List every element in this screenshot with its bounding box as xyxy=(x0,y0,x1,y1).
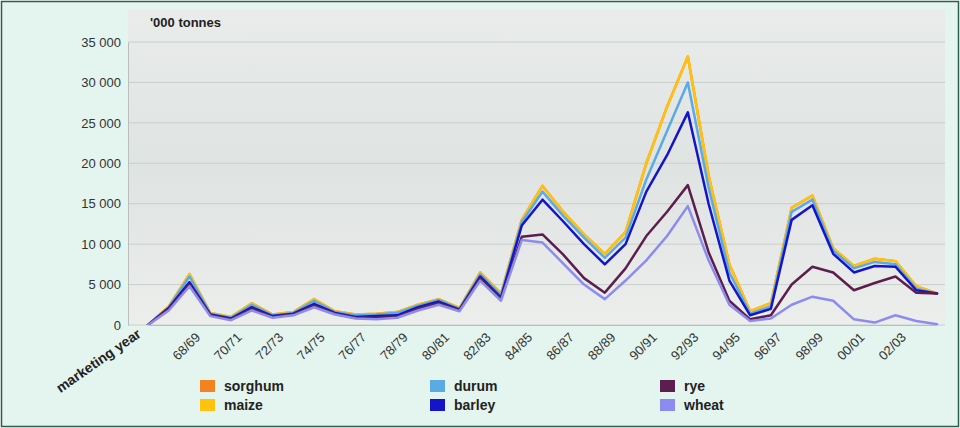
y-tick: 20 000 xyxy=(81,156,128,171)
x-tick-label: 76/77 xyxy=(336,330,370,364)
legend-swatch xyxy=(430,380,445,392)
legend-label: wheat xyxy=(683,397,724,413)
legend-swatch xyxy=(430,399,445,411)
grid-line xyxy=(128,82,945,83)
x-axis: 68/6970/7172/7374/7576/7778/7980/8182/83… xyxy=(149,325,938,363)
x-tick: 96/97 xyxy=(751,325,785,363)
x-tick: 98/99 xyxy=(792,325,826,363)
x-tick: 80/81 xyxy=(419,325,453,363)
y-axis: 0 5 000 10 000 15 000 20 000 25 000 30 000 35 0… xyxy=(81,35,128,333)
x-tick: 76/77 xyxy=(336,325,370,363)
y-tick-label: 25 000 xyxy=(81,116,121,131)
series-line xyxy=(148,206,937,325)
legend-label: sorghum xyxy=(224,378,284,394)
grid-line xyxy=(128,42,945,43)
x-tick-label: 98/99 xyxy=(792,330,826,364)
x-tick-label: 70/71 xyxy=(211,330,245,364)
grid-line xyxy=(128,284,945,285)
grid-line xyxy=(128,163,945,164)
y-tick: 10 000 xyxy=(81,237,128,252)
y-tick-label: 30 000 xyxy=(81,75,121,90)
legend-swatch xyxy=(660,380,675,392)
y-tick-label: 5 000 xyxy=(88,277,121,292)
series-line xyxy=(148,82,937,325)
grid-line xyxy=(128,325,945,326)
x-tick-label: 88/89 xyxy=(585,330,619,364)
y-tick-label: 0 xyxy=(114,318,121,333)
x-tick-label: 78/79 xyxy=(377,330,411,364)
y-tick-label: 10 000 xyxy=(81,237,121,252)
x-tick: 68/69 xyxy=(170,325,204,363)
y-tick: 35 000 xyxy=(81,35,128,50)
x-tick-label: 84/85 xyxy=(502,330,536,364)
lines xyxy=(148,57,937,325)
series-line xyxy=(148,57,937,325)
x-tick: 70/71 xyxy=(211,325,245,363)
x-tick-label: 90/91 xyxy=(626,330,660,364)
legend-label: barley xyxy=(454,397,495,413)
x-tick: 92/93 xyxy=(668,325,702,363)
legend-swatch xyxy=(200,399,215,411)
grid xyxy=(128,42,945,325)
x-tick: 86/87 xyxy=(543,325,577,363)
series-line xyxy=(148,57,937,325)
x-tick-label: 82/83 xyxy=(460,330,494,364)
x-tick-label: 00/01 xyxy=(834,330,868,364)
panel xyxy=(2,2,959,427)
x-tick-label: 92/93 xyxy=(668,330,702,364)
x-tick-label: 68/69 xyxy=(170,330,204,364)
x-tick-label: 02/03 xyxy=(875,330,909,364)
y-tick: 5 000 xyxy=(88,277,128,292)
series-line xyxy=(148,185,937,325)
y-axis-line xyxy=(128,43,129,326)
legend: sorghum maize durum barley rye wheat xyxy=(200,378,724,413)
legend-label: durum xyxy=(454,378,498,394)
y-tick-label: 35 000 xyxy=(81,35,121,50)
x-tick: 84/85 xyxy=(502,325,536,363)
x-axis-line xyxy=(149,325,938,326)
y-tick: 15 000 xyxy=(81,196,128,211)
x-tick: 90/91 xyxy=(626,325,660,363)
x-tick: 94/95 xyxy=(709,325,743,363)
x-tick-label: 72/73 xyxy=(253,330,287,364)
grid-line xyxy=(128,203,945,204)
x-tick: 78/79 xyxy=(377,325,411,363)
plot-background xyxy=(128,10,945,325)
x-tick-label: 74/75 xyxy=(294,330,328,364)
y-axis-title: '000 tonnes xyxy=(150,15,221,30)
x-tick: 00/01 xyxy=(834,325,868,363)
x-tick: 02/03 xyxy=(875,325,909,363)
x-tick: 88/89 xyxy=(585,325,619,363)
series-line xyxy=(148,112,937,325)
legend-label: maize xyxy=(224,397,263,413)
legend-label: rye xyxy=(684,378,705,394)
y-tick-label: 15 000 xyxy=(81,196,121,211)
x-tick-label: 80/81 xyxy=(419,330,453,364)
grid-line xyxy=(128,244,945,245)
y-tick: 25 000 xyxy=(81,116,128,131)
x-tick: 82/83 xyxy=(460,325,494,363)
x-tick: 74/75 xyxy=(294,325,328,363)
legend-swatch xyxy=(200,380,215,392)
x-tick-label: 86/87 xyxy=(543,330,577,364)
y-tick: 30 000 xyxy=(81,75,128,90)
x-tick: 72/73 xyxy=(253,325,287,363)
x-tick-label: 94/95 xyxy=(709,330,743,364)
legend-swatch xyxy=(660,399,675,411)
x-tick-label: 96/97 xyxy=(751,330,785,364)
x-axis-title: marketing year xyxy=(53,325,144,396)
grid-line xyxy=(128,122,945,123)
y-tick-label: 20 000 xyxy=(81,156,121,171)
chart: 0 5 000 10 000 15 000 20 000 25 000 30 000 35 0… xyxy=(0,0,960,428)
